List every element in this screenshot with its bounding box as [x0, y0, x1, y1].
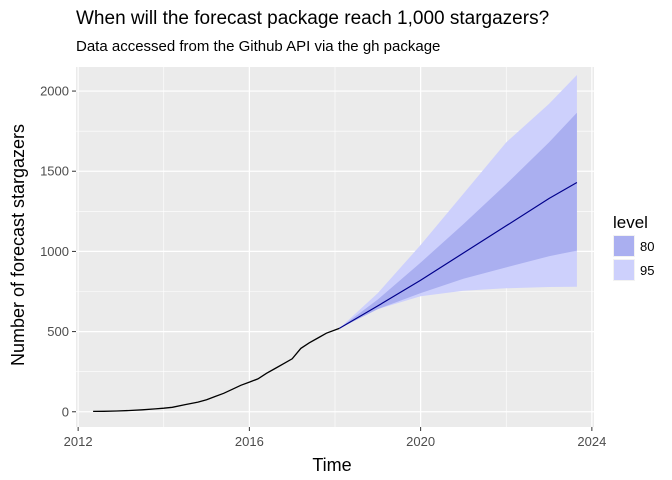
x-axis-label: Time	[312, 455, 351, 475]
forecast-bands	[339, 75, 577, 329]
x-tick-label: 2020	[406, 434, 435, 449]
legend-label-80: 80	[640, 239, 654, 254]
y-tick-label: 2000	[40, 84, 69, 99]
legend-title: level	[613, 213, 648, 232]
legend-swatch-80	[614, 236, 634, 256]
y-tick-label: 0	[62, 404, 69, 419]
legend-label-95: 95	[640, 263, 654, 278]
legend: level 80 95	[613, 213, 654, 281]
x-axis-ticks: 2012 2016 2020 2024	[64, 427, 606, 449]
band-80	[339, 112, 577, 329]
history-line	[93, 327, 340, 413]
x-tick-label: 2012	[64, 434, 93, 449]
legend-swatch-95	[614, 260, 634, 280]
x-tick-label: 2016	[235, 434, 264, 449]
band-95	[339, 75, 577, 329]
y-axis-ticks: 0 500 1000 1500 2000	[40, 84, 76, 419]
y-tick-label: 1000	[40, 244, 69, 259]
chart-subtitle: Data accessed from the Github API via th…	[76, 38, 441, 55]
y-tick-label: 500	[47, 324, 69, 339]
forecast-mean-line	[338, 181, 578, 329]
series-lines	[93, 181, 578, 413]
x-tick-label: 2024	[577, 434, 606, 449]
y-axis-label: Number of forecast stargazers	[8, 124, 28, 366]
y-tick-label: 1500	[40, 164, 69, 179]
chart-title: When will the forecast package reach 1,0…	[76, 8, 550, 29]
